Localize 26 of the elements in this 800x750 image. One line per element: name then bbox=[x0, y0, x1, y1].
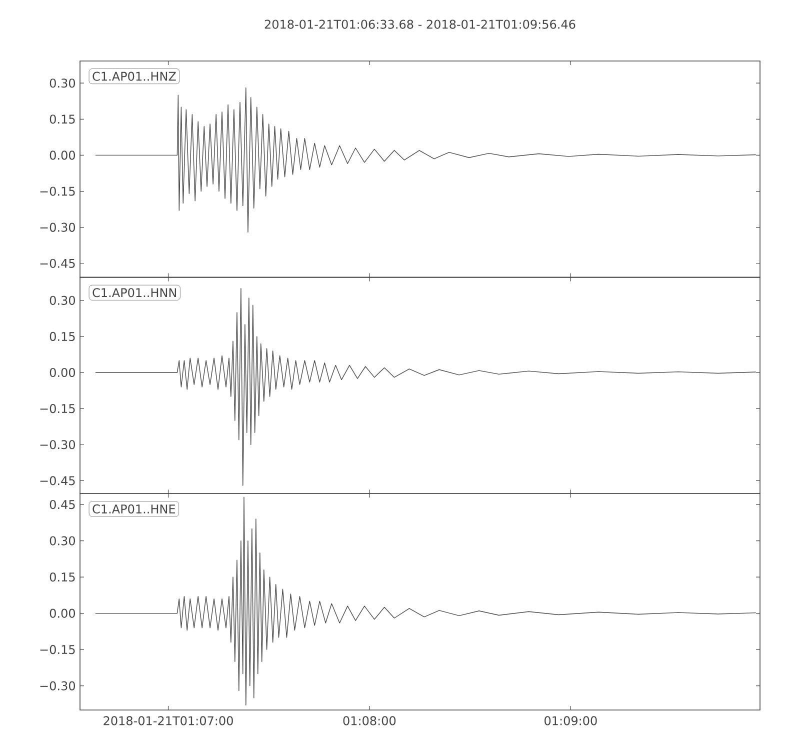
y-tick-label: 0.15 bbox=[50, 114, 75, 124]
x-tick-label: 2018-01-21T01:07:00 bbox=[104, 716, 233, 726]
x-tick-label: 01:09:00 bbox=[544, 716, 597, 726]
annotation: C1.AP01..HNE bbox=[92, 504, 176, 514]
annotation: C1.AP01..HNN bbox=[92, 288, 176, 298]
y-tick-label: 0.30 bbox=[50, 78, 76, 88]
y-tick-label: −0.30 bbox=[40, 681, 76, 690]
y-tick-label: 0.15 bbox=[50, 332, 75, 341]
y-tick-label: 0.00 bbox=[50, 608, 76, 618]
y-tick-label: −0.15 bbox=[40, 645, 75, 654]
y-tick-label: 0.30 bbox=[50, 536, 76, 546]
y-tick-label: 0.00 bbox=[50, 150, 76, 160]
y-tick-label: 0.30 bbox=[50, 296, 76, 305]
y-tick-label: −0.15 bbox=[40, 186, 75, 196]
y-tick-label: −0.30 bbox=[40, 440, 76, 450]
y-tick-label: −0.45 bbox=[40, 476, 75, 486]
y-tick-label: 0.45 bbox=[50, 500, 75, 510]
y-tick-label: −0.45 bbox=[40, 258, 75, 268]
y-tick-label: −0.30 bbox=[40, 222, 76, 232]
x-tick-label: 01:08:00 bbox=[343, 716, 396, 726]
y-tick-label: −0.15 bbox=[40, 404, 75, 414]
line-series bbox=[95, 88, 756, 232]
chart-title: 2018-01-21T01:06:33.68 - 2018-01-21T01:09:56.46 bbox=[264, 20, 576, 29]
y-tick-label: 0.15 bbox=[50, 572, 75, 582]
annotation: C1.AP01..HNZ bbox=[92, 72, 176, 81]
y-tick-label: 0.00 bbox=[50, 368, 76, 378]
